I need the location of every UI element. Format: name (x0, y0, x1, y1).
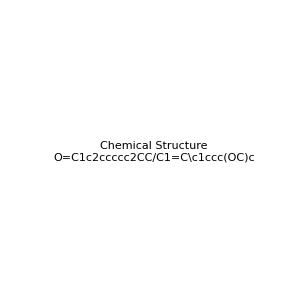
Text: Chemical Structure
O=C1c2ccccc2CC/C1=C\c1ccc(OC)c: Chemical Structure O=C1c2ccccc2CC/C1=C\c… (53, 141, 255, 162)
